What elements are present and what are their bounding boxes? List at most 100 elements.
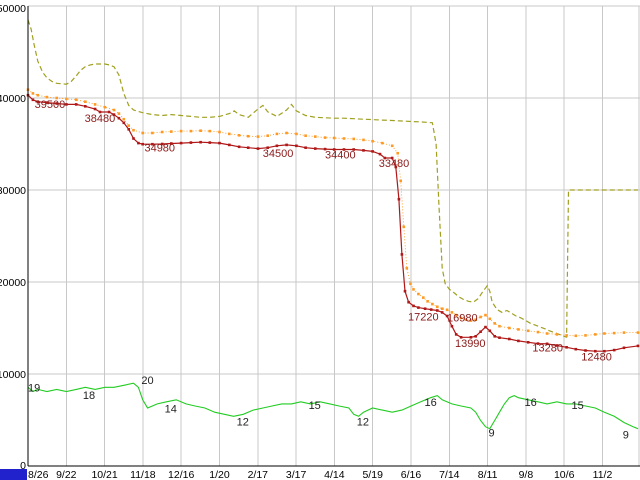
min-price-marker xyxy=(526,341,530,344)
avg-price-marker xyxy=(454,313,458,317)
min-price-marker xyxy=(469,336,473,339)
min-price-marker xyxy=(397,197,401,201)
avg-price-marker xyxy=(459,316,463,320)
min-price-marker xyxy=(295,144,298,148)
min-price-marker xyxy=(612,348,616,352)
x-tick-label: 1/20 xyxy=(209,469,230,480)
min-price-marker xyxy=(218,141,221,145)
min-price-marker xyxy=(403,289,407,293)
price-label: 13280 xyxy=(532,342,563,354)
avg-price-marker xyxy=(545,332,549,335)
avg-price-marker xyxy=(93,103,97,106)
avg-price-marker xyxy=(170,130,173,133)
min-price-marker xyxy=(603,349,606,353)
avg-price-marker xyxy=(584,334,587,337)
avg-price-marker xyxy=(396,151,399,155)
min-price-marker xyxy=(517,339,520,343)
avg-price-marker xyxy=(381,141,384,145)
price-label: 13990 xyxy=(455,338,486,350)
avg-price-marker xyxy=(565,334,568,337)
min-price-marker xyxy=(323,147,327,151)
min-price-marker xyxy=(371,150,374,153)
x-tick-label: 4/14 xyxy=(324,469,345,480)
count-label: 12 xyxy=(357,417,369,429)
avg-price-marker xyxy=(199,129,202,132)
avg-price-marker xyxy=(464,318,468,321)
avg-price-marker xyxy=(508,326,511,330)
avg-price-marker xyxy=(304,134,307,137)
avg-price-marker xyxy=(141,131,144,135)
avg-price-marker xyxy=(417,292,420,296)
min-price-marker xyxy=(199,140,202,144)
avg-price-marker xyxy=(574,334,578,338)
price-label: 12480 xyxy=(581,352,612,364)
avg-price-marker xyxy=(55,96,58,100)
min-price-marker xyxy=(479,330,482,333)
min-price-marker xyxy=(459,336,463,339)
avg-price-marker xyxy=(555,333,559,336)
min-price-marker xyxy=(352,148,355,151)
avg-price-marker xyxy=(151,131,154,135)
min-price-marker xyxy=(189,141,193,144)
avg-price-marker xyxy=(266,134,269,137)
min-price-marker xyxy=(555,344,559,347)
avg-price-marker xyxy=(422,296,425,299)
price-label: 17220 xyxy=(408,312,439,324)
avg-price-marker xyxy=(275,132,279,136)
avg-price-marker xyxy=(189,129,193,133)
price-label: 39500 xyxy=(35,99,66,111)
avg-price-marker xyxy=(132,128,135,132)
x-tick-label: 9/22 xyxy=(56,469,77,480)
count-label: 16 xyxy=(525,397,537,409)
avg-price-marker xyxy=(488,317,492,321)
avg-price-marker xyxy=(405,266,409,270)
x-tick-label: 2/17 xyxy=(248,469,269,480)
min-price-marker xyxy=(141,142,144,146)
min-price-marker xyxy=(93,107,97,111)
avg-price-marker xyxy=(36,93,40,97)
avg-price-marker xyxy=(323,136,327,139)
min-price-marker xyxy=(394,165,398,169)
avg-price-marker xyxy=(45,95,49,99)
x-tick-label: 12/16 xyxy=(168,469,194,480)
avg-price-marker xyxy=(402,225,406,229)
x-tick-label: 10/6 xyxy=(554,469,575,480)
price-label: 38480 xyxy=(85,113,116,125)
x-tick-label: 5/19 xyxy=(362,469,383,480)
avg-price-marker xyxy=(285,131,288,135)
count-label: 19 xyxy=(28,382,40,394)
min-price-marker xyxy=(275,144,279,148)
min-price-marker xyxy=(36,100,40,103)
avg-price-marker xyxy=(84,100,87,103)
count-label: 15 xyxy=(571,400,583,412)
avg-price-marker xyxy=(362,138,365,142)
avg-price-marker xyxy=(431,302,434,306)
min-price-marker xyxy=(407,300,410,304)
avg-price-marker xyxy=(218,130,221,134)
min-price-marker xyxy=(498,336,501,339)
x-tick-label: 9/8 xyxy=(519,469,534,480)
avg-price-marker xyxy=(399,179,402,183)
min-price-marker xyxy=(55,102,58,105)
min-price-marker xyxy=(112,113,116,116)
avg-price-marker xyxy=(612,331,616,335)
avg-price-marker xyxy=(246,134,250,138)
y-tick-label: 10000 xyxy=(0,369,26,381)
x-tick-label: 6/16 xyxy=(401,469,422,480)
min-price-marker xyxy=(622,346,626,350)
avg-price-marker xyxy=(426,300,429,303)
avg-price-marker xyxy=(484,313,487,317)
count-label: 20 xyxy=(141,375,153,387)
avg-price-marker xyxy=(440,307,444,310)
min-price-marker xyxy=(378,152,382,156)
x-tick-label: 3/17 xyxy=(286,469,307,480)
min-price-marker xyxy=(151,142,154,146)
min-price-marker xyxy=(493,335,496,338)
price-label: 34500 xyxy=(263,148,294,160)
min-price-marker xyxy=(594,349,597,353)
min-price-marker xyxy=(332,148,336,151)
count-label: 15 xyxy=(309,400,321,412)
avg-price-marker xyxy=(160,130,164,134)
min-price-marker xyxy=(256,147,260,150)
